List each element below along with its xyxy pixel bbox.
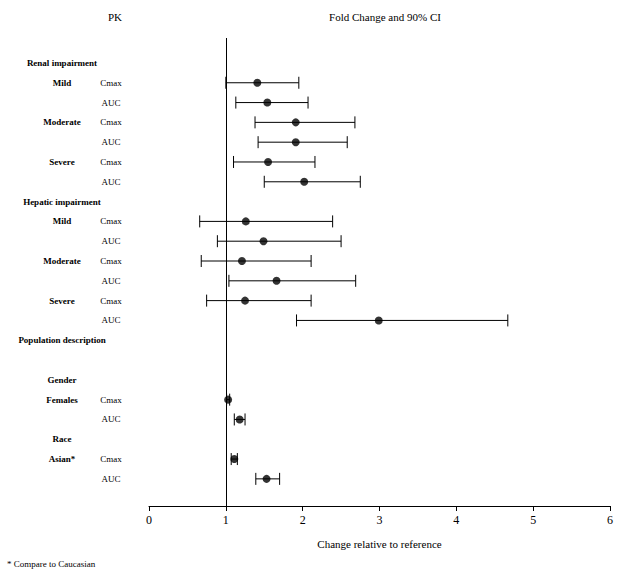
svg-text:3: 3 <box>377 513 383 527</box>
svg-text:Mild: Mild <box>53 78 72 88</box>
svg-text:Fold Change and 90% CI: Fold Change and 90% CI <box>329 11 441 23</box>
svg-text:Asian*: Asian* <box>49 454 76 464</box>
svg-text:Mild: Mild <box>53 216 72 226</box>
svg-text:AUC: AUC <box>101 474 120 484</box>
svg-text:AUC: AUC <box>101 414 120 424</box>
svg-text:AUC: AUC <box>101 98 120 108</box>
svg-text:Population description: Population description <box>18 335 105 345</box>
svg-text:Severe: Severe <box>49 157 74 167</box>
svg-text:Females: Females <box>46 395 78 405</box>
svg-text:5: 5 <box>530 513 536 527</box>
svg-text:AUC: AUC <box>101 276 120 286</box>
svg-text:1: 1 <box>223 513 229 527</box>
svg-text:Cmax: Cmax <box>100 256 122 266</box>
svg-text:AUC: AUC <box>101 315 120 325</box>
svg-text:Cmax: Cmax <box>100 454 122 464</box>
svg-text:Cmax: Cmax <box>100 216 122 226</box>
svg-text:* Compare to Caucasian: * Compare to Caucasian <box>7 559 96 569</box>
svg-text:AUC: AUC <box>101 236 120 246</box>
svg-text:Hepatic impairment: Hepatic impairment <box>23 197 101 207</box>
svg-text:Cmax: Cmax <box>100 296 122 306</box>
svg-text:Gender: Gender <box>48 375 77 385</box>
svg-text:6: 6 <box>607 513 613 527</box>
svg-text:Severe: Severe <box>49 296 74 306</box>
svg-text:4: 4 <box>453 513 459 527</box>
svg-text:Race: Race <box>53 434 72 444</box>
svg-text:Cmax: Cmax <box>100 157 122 167</box>
svg-text:Renal impairment: Renal impairment <box>27 58 97 68</box>
svg-text:2: 2 <box>300 513 306 527</box>
svg-text:Moderate: Moderate <box>43 117 80 127</box>
svg-text:PK: PK <box>108 11 122 23</box>
svg-text:Change relative to reference: Change relative to reference <box>317 538 441 550</box>
svg-text:0: 0 <box>146 513 152 527</box>
svg-text:Moderate: Moderate <box>43 256 80 266</box>
svg-text:Cmax: Cmax <box>100 78 122 88</box>
svg-text:Cmax: Cmax <box>100 117 122 127</box>
svg-text:AUC: AUC <box>101 137 120 147</box>
svg-text:Cmax: Cmax <box>100 395 122 405</box>
svg-text:AUC: AUC <box>101 177 120 187</box>
